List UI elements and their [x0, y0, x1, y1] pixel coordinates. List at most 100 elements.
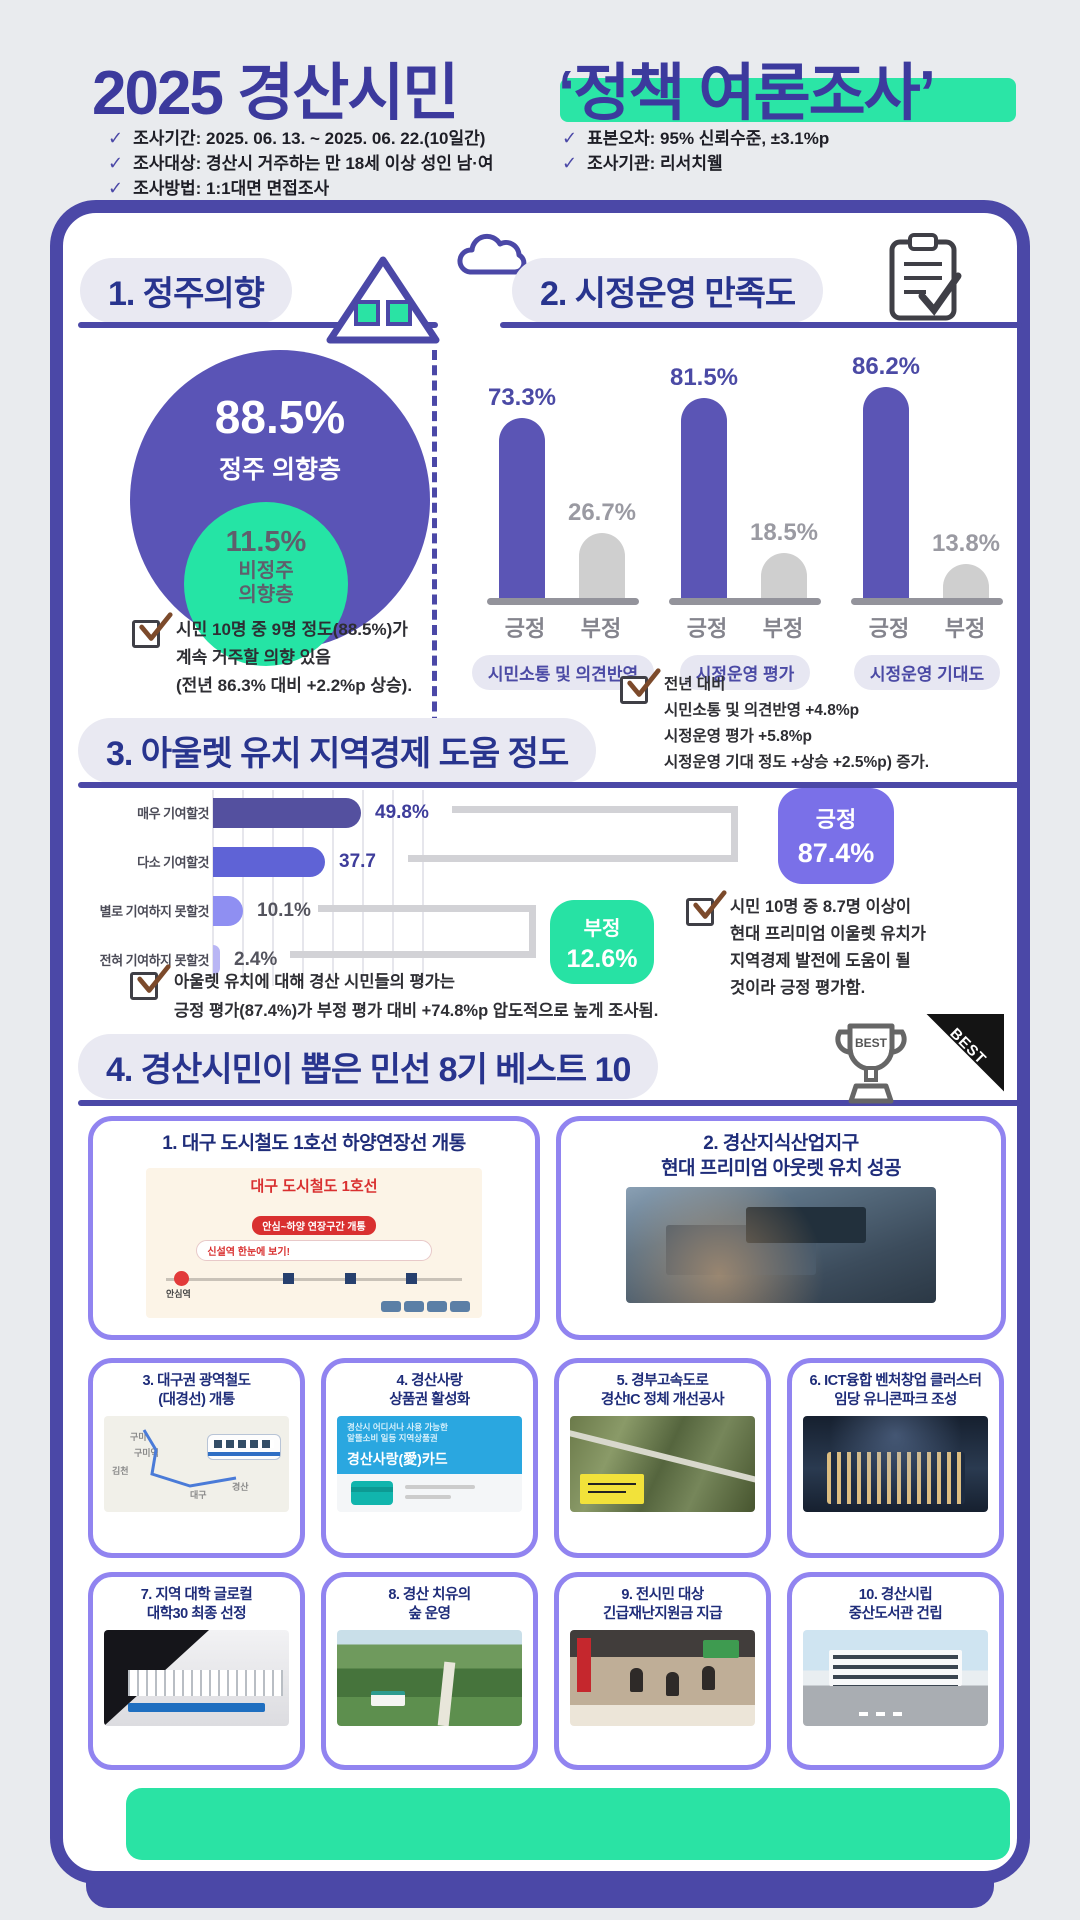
positive-bar [681, 398, 727, 598]
section2-underline [500, 322, 1022, 328]
hbar-row: 별로 기여하지 못할것 10.1% [95, 886, 429, 935]
negative-value-label: 26.7% [567, 499, 637, 526]
satisfaction-group: 86.2% 13.8% 긍정 부정 시정운영 기대도 [839, 338, 1015, 690]
residency-donut-sub: 11.5% 비정주 의향층 [184, 502, 348, 666]
connector-line [452, 806, 738, 813]
negative-summary-badge: 부정 12.6% [550, 900, 654, 984]
check-icon: ✓ [108, 128, 124, 148]
category-label: 시정운영 기대도 [853, 655, 1001, 690]
card-chip-graphic [351, 1481, 393, 1505]
hbar-value-label: 49.8% [375, 801, 429, 823]
hbar-value-label: 10.1% [257, 899, 311, 921]
best-card-6: 6. ICT융합 벤처창업 클러스터 임당 유니콘파크 조성 [787, 1358, 1004, 1558]
card-4-giftcard-image: 경산시 어디서나 사용 가능한 알뜰소비 일등 지역상품권 경산사랑(愛)카드 [337, 1416, 522, 1512]
check-icon: ✓ [562, 153, 578, 173]
cloud-icon [457, 233, 527, 275]
local-card-name: 경산사랑(愛)카드 [347, 1451, 448, 1467]
section3-title: 3. 아울렛 유치 지역경제 도움 정도 [78, 718, 597, 783]
card-banner: 경산시 어디서나 사용 가능한 알뜰소비 일등 지역상품권 경산사랑(愛)카드 [337, 1416, 522, 1474]
axis-baseline [851, 598, 1003, 605]
building-graphic [827, 1452, 965, 1504]
negative-bar [761, 553, 807, 598]
clipboard-check-icon [889, 233, 962, 321]
hbar [213, 846, 325, 877]
best-card-8: 8. 경산 치유의 숲 운영 [321, 1572, 538, 1770]
best-card-10: 10. 경산시립 중산도서관 건립 [787, 1572, 1004, 1770]
card-3-map-image: 구미 구미역 김천 대구 경산 [104, 1416, 289, 1512]
check-icon: ✓ [108, 178, 124, 198]
residency-sub-value: 11.5% [225, 526, 307, 558]
checkbox-icon [620, 668, 661, 704]
survey-error-margin: ✓ 표본오차: 95% 신뢰수준, ±3.1%p [562, 128, 830, 148]
connector-line [731, 806, 738, 862]
negative-value-label: 18.5% [749, 519, 819, 546]
residency-main-value: 88.5% [214, 391, 346, 443]
dashed-divider [432, 350, 437, 742]
page-title-left: 2025 경산시민 [92, 59, 459, 128]
hbar-value-label: 2.4% [234, 948, 278, 970]
page-title-right: ‘정책 여론조사’ [558, 59, 936, 128]
satisfaction-group: 73.3% 26.7% 긍정 부정 시민소통 및 의견반영 [471, 338, 655, 690]
section4-title: 4. 경산시민이 뽑은 민선 8기 베스트 10 [78, 1034, 659, 1099]
checkbox-icon [130, 964, 171, 1000]
card-6-building-image [803, 1416, 988, 1512]
hbar [213, 797, 361, 828]
card-8-forest-image [337, 1630, 522, 1726]
check-icon: ✓ [108, 153, 124, 173]
positive-summary-badge: 긍정 87.4% [778, 788, 894, 884]
hbar [213, 944, 220, 975]
card-1-metro-image: 대구 도시철도 1호선 안심~하양 연장구간 개통 신설역 한눈에 보기! 안심… [146, 1168, 482, 1318]
survey-method: ✓ 조사방법: 1:1대면 면접조사 [108, 178, 330, 198]
connector-line [318, 905, 536, 912]
positive-bar [863, 387, 909, 598]
section4-underline [78, 1100, 1022, 1106]
negative-bar [579, 533, 625, 598]
bar-pair: 73.3% 26.7% [475, 338, 651, 598]
connector-line [408, 855, 738, 862]
axis-baseline [669, 598, 821, 605]
station-dot [174, 1271, 189, 1286]
card-title: 1. 대구 도시철도 1호선 하양연장선 개통 [162, 1133, 466, 1154]
best-card-4: 4. 경산사랑 상품권 활성화 경산시 어디서나 사용 가능한 알뜰소비 일등 … [321, 1358, 538, 1558]
train-icon [381, 1301, 470, 1312]
survey-period: ✓ 조사기간: 2025. 06. 13. ~ 2025. 06. 22.(10일… [108, 128, 486, 148]
map-search-label: 신설역 한눈에 보기! [196, 1240, 432, 1261]
survey-target: ✓ 조사대상: 경산시 거주하는 만 18세 이상 성인 남·여 [108, 153, 494, 173]
residency-main-label: 정주 의향층 [219, 456, 341, 484]
footer-green-bar [126, 1788, 1010, 1860]
section1-underline [78, 322, 438, 328]
section1-note: 시민 10명 중 9명 정도(88.5%)가 계속 거주할 의향 있음 (전년 … [176, 620, 413, 695]
card-2-aerial-image [626, 1187, 936, 1303]
section3-note-right: 시민 10명 중 8.7명 이상이 현대 프리미엄 이울렛 유치가 지역경제 발… [730, 898, 926, 997]
svg-text:BEST: BEST [855, 1036, 888, 1050]
axis-labels: 긍정 부정 [868, 616, 986, 641]
axis-labels: 긍정 부정 [504, 616, 622, 641]
train-icon [207, 1434, 281, 1460]
best-card-3: 3. 대구권 광역철도 (대경선) 개통 구미 구미역 김천 대구 경산 [88, 1358, 305, 1558]
card-9-event-image [570, 1630, 755, 1726]
section3-note-left: 아울렛 유치에 대해 경산 시민들의 평가는 긍정 평가(87.4%)가 부정 … [174, 973, 659, 1020]
construction-label [580, 1474, 644, 1504]
best-card-2: 2. 경산지식산업지구 현대 프리미엄 아웃렛 유치 성공 [556, 1116, 1006, 1340]
checkbox-icon [132, 612, 173, 648]
section3-underline [78, 782, 1022, 788]
section2-title: 2. 시정운영 만족도 [512, 258, 824, 323]
hbar-category-label: 다소 기여할것 [137, 855, 209, 870]
outlet-benefit-chart: 매우 기여할것 49.8% 다소 기여할것 37.7 별로 기여하지 못할것 10.… [95, 788, 429, 984]
hbar-row: 다소 기여할것 37.7 [95, 837, 429, 886]
section1-title: 1. 정주의향 [80, 258, 292, 323]
card-10-library-image [803, 1630, 988, 1726]
hbar [213, 895, 243, 926]
station-label: 안심역 [166, 1289, 191, 1299]
hbar-row: 매우 기여할것 49.8% [95, 788, 429, 837]
negative-value-label: 13.8% [931, 530, 1001, 557]
satisfaction-group: 81.5% 18.5% 긍정 부정 시정운영 평가 [657, 338, 833, 690]
positive-value-label: 73.3% [487, 384, 557, 411]
bar-pair: 86.2% 13.8% [839, 338, 1015, 598]
hbar-category-label: 매우 기여할것 [137, 806, 209, 821]
title-green-highlight [560, 78, 1016, 122]
positive-bar [499, 418, 545, 598]
bar-pair: 81.5% 18.5% [657, 338, 833, 598]
card-graphic [337, 1474, 522, 1512]
best-card-9: 9. 전시민 대상 긴급재난지원금 지급 [554, 1572, 771, 1770]
